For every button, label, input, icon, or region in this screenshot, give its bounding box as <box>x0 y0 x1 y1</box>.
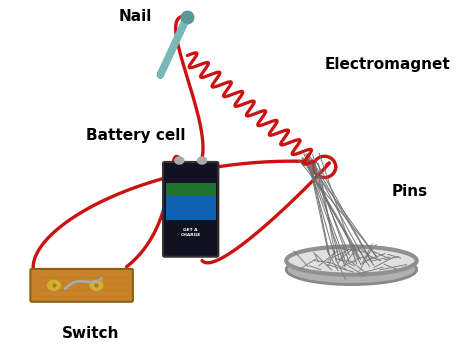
Circle shape <box>198 157 207 164</box>
Circle shape <box>48 280 60 290</box>
Circle shape <box>175 157 184 164</box>
Text: Electromagnet: Electromagnet <box>325 57 450 72</box>
Text: Pins: Pins <box>392 184 428 199</box>
Text: GET A
CHARGE: GET A CHARGE <box>181 228 201 237</box>
Text: Nail: Nail <box>119 9 152 24</box>
Text: Switch: Switch <box>62 326 119 340</box>
FancyBboxPatch shape <box>30 269 133 302</box>
FancyBboxPatch shape <box>163 162 219 257</box>
Bar <box>166 195 216 220</box>
Ellipse shape <box>286 254 417 285</box>
Text: Battery cell: Battery cell <box>86 127 185 143</box>
Circle shape <box>90 280 103 290</box>
Bar <box>166 183 216 195</box>
Ellipse shape <box>289 248 414 273</box>
